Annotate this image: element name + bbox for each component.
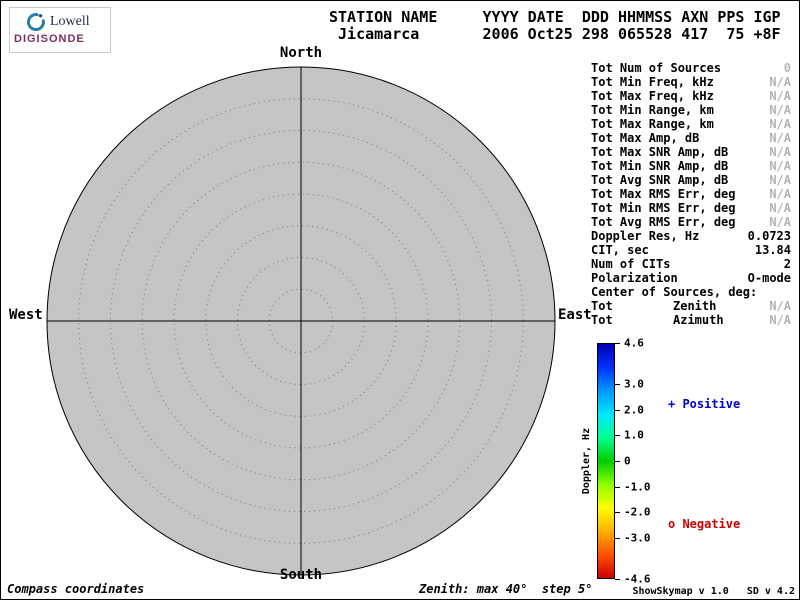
stat-row: Tot Avg SNR Amp, dB N/A	[591, 173, 791, 187]
colorbar-tick	[615, 537, 620, 539]
stat-label: Center of Sources, deg:	[591, 285, 758, 299]
colorbar-axis-label: Doppler, Hz	[581, 427, 592, 495]
stat-value: O-mode	[747, 271, 791, 285]
stat-label: Tot Max Range, km	[591, 117, 714, 131]
stat-row: Doppler Res, Hz 0.0723	[591, 229, 791, 243]
stat-value: N/A	[769, 103, 791, 117]
colorbar-tick-label: 4.6	[624, 336, 644, 350]
version-label: ShowSkymap v 1.0 SD v 4.2	[632, 586, 795, 597]
stat-label: CIT, sec	[591, 243, 649, 257]
colorbar-tick	[615, 579, 620, 580]
stat-row: Tot Avg RMS Err, deg N/A	[591, 215, 791, 229]
stat-sublabel: Azimuth	[673, 313, 724, 327]
stat-label: Tot Avg RMS Err, deg	[591, 215, 736, 229]
legend-negative: o Negative	[668, 517, 741, 531]
stat-value: N/A	[769, 117, 791, 131]
doppler-colorbar	[597, 343, 615, 579]
stat-row: Tot Min Freq, kHz N/A	[591, 75, 791, 89]
stat-label: Tot Max Amp, dB	[591, 131, 700, 145]
stat-value: N/A	[769, 131, 791, 145]
compass-label-east: East	[558, 307, 592, 323]
stat-value: N/A	[769, 201, 791, 215]
stat-value: N/A	[769, 215, 791, 229]
colorbar-tick-label: 2.0	[624, 403, 644, 417]
stat-row: Tot Min RMS Err, deg N/A	[591, 201, 791, 215]
logo-lowell-text: Lowell	[50, 14, 90, 29]
stat-sublabel: Zenith	[673, 299, 717, 313]
stat-row: CIT, sec 13.84	[591, 243, 791, 257]
colorbar-tick-label: -3.0	[624, 531, 651, 545]
colorbar-tick	[615, 512, 620, 514]
colorbar-tick-label: 3.0	[624, 377, 644, 391]
stat-label: Num of CITs	[591, 257, 671, 271]
stat-label: Tot Min SNR Amp, dB	[591, 159, 729, 173]
stat-label: Tot Max Freq, kHz	[591, 89, 714, 103]
header-station-values: Jicamarca 2006 Oct25 298 065528 417 75 +…	[329, 25, 781, 43]
stat-label: Doppler Res, Hz	[591, 229, 700, 243]
header-column-labels: STATION NAME YYYY DATE DDD HHMMSS AXN PP…	[329, 8, 781, 26]
stat-label: Tot Min RMS Err, deg	[591, 201, 736, 215]
stat-value: N/A	[769, 159, 791, 173]
colorbar-tick	[615, 409, 620, 411]
stat-label: Tot Min Freq, kHz	[591, 75, 714, 89]
colorbar-tick-label: -1.0	[624, 480, 651, 494]
stat-row: Tot Max Range, km N/A	[591, 117, 791, 131]
stat-label: Tot Avg SNR Amp, dB	[591, 173, 729, 187]
stat-row: Center of Sources, deg:	[591, 285, 791, 299]
stat-row: Tot Max SNR Amp, dB N/A	[591, 145, 791, 159]
stat-value: 0	[783, 61, 791, 75]
stat-row: Polarization O-mode	[591, 271, 791, 285]
stat-label: Tot	[591, 299, 613, 313]
stat-row: Tot Max RMS Err, deg N/A	[591, 187, 791, 201]
stat-label: Polarization	[591, 271, 678, 285]
stat-label: Tot Max RMS Err, deg	[591, 187, 736, 201]
stat-value: 0.0723	[747, 229, 791, 243]
stat-row: Tot Max Freq, kHz N/A	[591, 89, 791, 103]
compass-label-west: West	[9, 307, 43, 323]
stat-label: Tot Min Range, km	[591, 103, 714, 117]
stat-value: N/A	[769, 75, 791, 89]
stat-value: N/A	[769, 313, 791, 327]
colorbar-tick	[615, 486, 620, 488]
stat-value: N/A	[769, 187, 791, 201]
stat-row: Num of CITs 2	[591, 257, 791, 271]
coordinates-mode-label: Compass coordinates	[7, 582, 145, 596]
colorbar-tick	[615, 435, 620, 437]
colorbar-tick	[615, 343, 620, 344]
stat-value: N/A	[769, 299, 791, 313]
colorbar-tick-label: 1.0	[624, 428, 644, 442]
skymap-polar-plot	[46, 66, 556, 576]
stat-value: N/A	[769, 145, 791, 159]
stat-row: Tot Num of Sources 0	[591, 61, 791, 75]
stat-value: 13.84	[754, 243, 791, 257]
stat-row: Tot Min Range, km N/A	[591, 103, 791, 117]
stat-label: Tot Max SNR Amp, dB	[591, 145, 729, 159]
stat-value: N/A	[769, 173, 791, 187]
stat-value: N/A	[769, 89, 791, 103]
compass-label-south: South	[279, 567, 323, 583]
colorbar-tick-label: -4.6	[624, 572, 651, 586]
logo-digisonde-text: DIGISONDE	[14, 33, 85, 45]
compass-label-north: North	[279, 45, 323, 61]
colorbar-tick	[615, 384, 620, 386]
legend-positive: + Positive	[668, 397, 741, 411]
lowell-swoosh-icon	[26, 13, 45, 32]
stat-row: Tot Min SNR Amp, dB N/A	[591, 159, 791, 173]
stat-row: Tot Azimuth N/A	[591, 313, 791, 327]
colorbar-tick-label: 0	[624, 454, 631, 468]
stats-panel: Tot Num of Sources 0 Tot Min Freq, kHz N/A T…	[591, 61, 791, 327]
stat-value: 2	[783, 257, 791, 271]
zenith-range-label: Zenith: max 40° step 5°	[419, 582, 593, 596]
colorbar-tick	[615, 461, 620, 462]
stat-row: Tot Zenith N/A	[591, 299, 791, 313]
digisonde-logo: Lowell DIGISONDE	[9, 7, 111, 53]
colorbar-tick-label: -2.0	[624, 505, 651, 519]
stat-row: Tot Max Amp, dB N/A	[591, 131, 791, 145]
stat-label: Tot Num of Sources	[591, 61, 722, 75]
stat-label: Tot	[591, 313, 613, 327]
logo-top-row: Lowell	[26, 12, 110, 32]
